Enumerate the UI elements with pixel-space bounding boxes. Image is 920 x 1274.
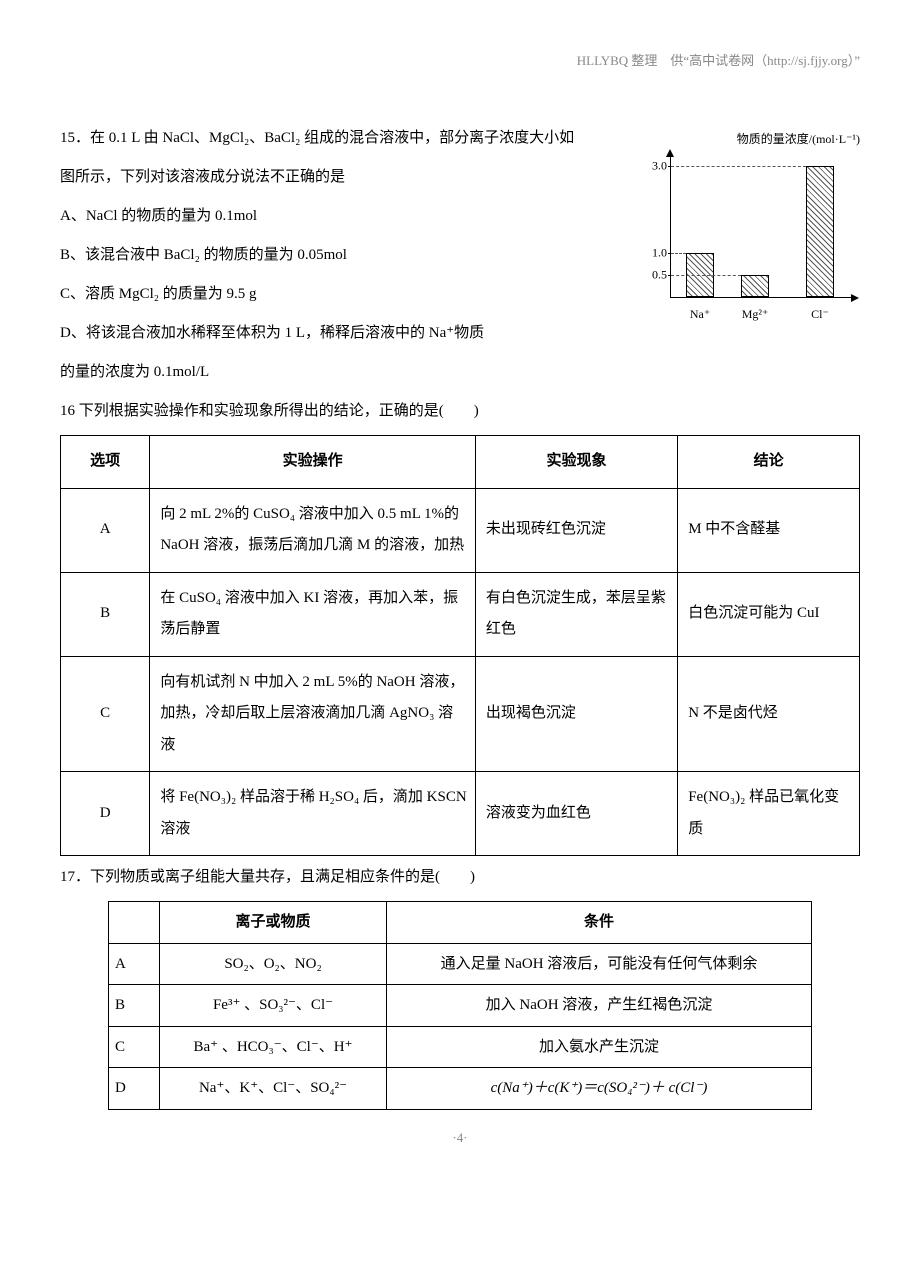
table-cell: D — [109, 1068, 160, 1110]
table-cell: 向 2 mL 2%的 CuSO₄ 溶液中加入 0.5 mL 1%的 NaOH 溶… — [150, 488, 476, 572]
table-row: ASO₂、O₂、NO₂通入足量 NaOH 溶液后，可能没有任何气体剩余 — [109, 943, 812, 985]
table-cell: Fe(NO₃)₂ 样品已氧化变质 — [678, 772, 860, 856]
table-cell: Fe³⁺ 、SO₃²⁻、Cl⁻ — [160, 985, 387, 1027]
table-row: C向有机试剂 N 中加入 2 mL 5%的 NaOH 溶液，加热，冷却后取上层溶… — [61, 656, 860, 772]
q15-option-b: B、该混合液中 BaCl₂ 的物质的量为 0.05mol — [60, 236, 580, 275]
table-cell: B — [61, 572, 150, 656]
table-cell: 加入 NaOH 溶液，产生红褐色沉淀 — [387, 985, 812, 1027]
table-cell: N 不是卤代烃 — [678, 656, 860, 772]
table-cell: A — [109, 943, 160, 985]
table-cell: 白色沉淀可能为 CuI — [678, 572, 860, 656]
xtick-label: Na⁺ — [690, 299, 710, 330]
table-cell: 通入足量 NaOH 溶液后，可能没有任何气体剩余 — [387, 943, 812, 985]
table-cell: 溶液变为血红色 — [475, 772, 677, 856]
table-row: D将 Fe(NO₃)₂ 样品溶于稀 H₂SO₄ 后，滴加 KSCN 溶液溶液变为… — [61, 772, 860, 856]
table-row: CBa⁺ 、HCO₃⁻、Cl⁻、H⁺加入氨水产生沉淀 — [109, 1026, 812, 1068]
q15-option-c: C、溶质 MgCl₂ 的质量为 9.5 g — [60, 275, 580, 314]
chart-ylabel: 物质的量浓度/(mol·L⁻¹) — [640, 124, 870, 155]
table-row: DNa⁺、K⁺、Cl⁻、SO₄²⁻c(Na⁺)＋c(K⁺)＝c(SO₄²⁻)＋ … — [109, 1068, 812, 1110]
q15-stem: 15．在 0.1 L 由 NaCl、MgCl₂、BaCl₂ 组成的混合溶液中，部… — [60, 119, 580, 197]
q17-table: 离子或物质条件ASO₂、O₂、NO₂通入足量 NaOH 溶液后，可能没有任何气体… — [108, 901, 812, 1110]
x-axis-arrow-icon — [851, 294, 859, 302]
table-header: 选项 — [61, 436, 150, 489]
table-header: 结论 — [678, 436, 860, 489]
table-row: B在 CuSO₄ 溶液中加入 KI 溶液，再加入苯，振荡后静置有白色沉淀生成，苯… — [61, 572, 860, 656]
page-number: ·4· — [60, 1130, 860, 1146]
table-header: 实验现象 — [475, 436, 677, 489]
page-header: HLLYBQ 整理 供“高中试卷网（http://sj.fjjy.org）” — [60, 50, 860, 69]
table-cell: B — [109, 985, 160, 1027]
table-cell: 加入氨水产生沉淀 — [387, 1026, 812, 1068]
table-cell: C — [109, 1026, 160, 1068]
q15-chart: 物质的量浓度/(mol·L⁻¹) 0.51.03.0Na⁺Mg²⁺Cl⁻ — [640, 124, 870, 298]
table-cell: 出现褐色沉淀 — [475, 656, 677, 772]
y-axis-arrow-icon — [666, 149, 674, 157]
table-cell: c(Na⁺)＋c(K⁺)＝c(SO₄²⁻)＋ c(Cl⁻) — [387, 1068, 812, 1110]
table-cell: 在 CuSO₄ 溶液中加入 KI 溶液，再加入苯，振荡后静置 — [150, 572, 476, 656]
table-cell: C — [61, 656, 150, 772]
q16-table: 选项实验操作实验现象结论A向 2 mL 2%的 CuSO₄ 溶液中加入 0.5 … — [60, 435, 860, 856]
table-cell: M 中不含醛基 — [678, 488, 860, 572]
table-header: 条件 — [387, 902, 812, 944]
q15-option-a: A、NaCl 的物质的量为 0.1mol — [60, 197, 580, 236]
ytick-label: 3.0 — [641, 150, 667, 181]
bar — [741, 275, 769, 297]
table-cell: D — [61, 772, 150, 856]
table-cell: 未出现砖红色沉淀 — [475, 488, 677, 572]
table-cell: 有白色沉淀生成，苯层呈紫红色 — [475, 572, 677, 656]
bar-chart-area: 0.51.03.0Na⁺Mg²⁺Cl⁻ — [670, 157, 851, 298]
bar — [806, 166, 834, 297]
q16-stem: 16 下列根据实验操作和实验现象所得出的结论，正确的是( ) — [60, 392, 860, 431]
table-row: BFe³⁺ 、SO₃²⁻、Cl⁻加入 NaOH 溶液，产生红褐色沉淀 — [109, 985, 812, 1027]
table-header: 离子或物质 — [160, 902, 387, 944]
table-cell: SO₂、O₂、NO₂ — [160, 943, 387, 985]
table-row: A向 2 mL 2%的 CuSO₄ 溶液中加入 0.5 mL 1%的 NaOH … — [61, 488, 860, 572]
q15-option-d-line1: D、将该混合液加水稀释至体积为 1 L，稀释后溶液中的 Na⁺物质 — [60, 314, 580, 353]
table-cell: A — [61, 488, 150, 572]
q15-option-d-line2: 的量的浓度为 0.1mol/L — [60, 353, 580, 392]
table-cell: 将 Fe(NO₃)₂ 样品溶于稀 H₂SO₄ 后，滴加 KSCN 溶液 — [150, 772, 476, 856]
table-cell: 向有机试剂 N 中加入 2 mL 5%的 NaOH 溶液，加热，冷却后取上层溶液… — [150, 656, 476, 772]
ytick-label: 1.0 — [641, 238, 667, 269]
q17-stem: 17．下列物质或离子组能大量共存，且满足相应条件的是( ) — [60, 858, 860, 897]
question-15: 15．在 0.1 L 由 NaCl、MgCl₂、BaCl₂ 组成的混合溶液中，部… — [60, 119, 860, 392]
table-header — [109, 902, 160, 944]
xtick-label: Mg²⁺ — [742, 299, 769, 330]
table-cell: Ba⁺ 、HCO₃⁻、Cl⁻、H⁺ — [160, 1026, 387, 1068]
xtick-label: Cl⁻ — [811, 299, 829, 330]
table-header: 实验操作 — [150, 436, 476, 489]
table-cell: Na⁺、K⁺、Cl⁻、SO₄²⁻ — [160, 1068, 387, 1110]
